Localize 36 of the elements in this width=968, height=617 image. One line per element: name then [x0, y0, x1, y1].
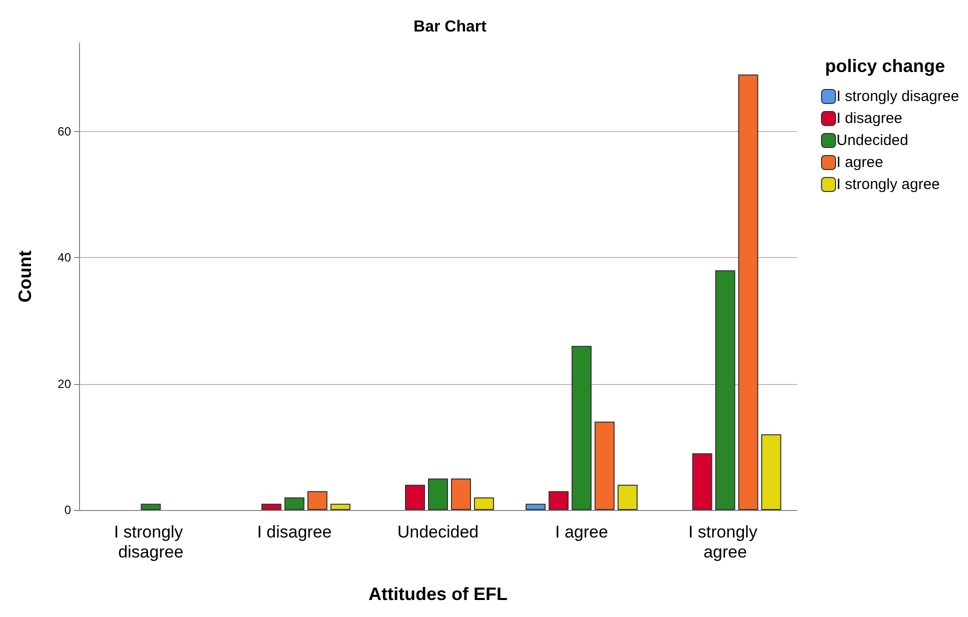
bar [428, 478, 448, 510]
y-tick-label: 60 [58, 124, 72, 138]
bar [405, 484, 425, 510]
legend-label: Undecided [836, 132, 908, 149]
legend-label: I strongly agree [836, 176, 940, 193]
x-tick-label: I agree [555, 522, 608, 542]
bar [738, 74, 758, 510]
bar [594, 422, 615, 510]
bar [526, 504, 546, 510]
legend-label: I disagree [836, 110, 902, 127]
bar [715, 270, 736, 510]
x-tick-label: I strongly disagree [114, 522, 188, 562]
bar [140, 504, 161, 510]
bar [284, 497, 304, 510]
x-tick-label: I disagree [257, 522, 332, 542]
chart-title: Bar Chart [414, 18, 488, 36]
y-tick-label: 20 [58, 376, 72, 391]
bar [307, 491, 328, 510]
x-tick-label: I strongly agree [688, 522, 762, 562]
legend-label: I strongly disagree [836, 88, 960, 105]
y-tick-label: 0 [64, 503, 72, 517]
bar [330, 504, 350, 510]
bar [261, 504, 282, 510]
bar [572, 346, 592, 510]
y-axis-title: Count [15, 250, 35, 302]
x-axis-title: Attitudes of EFL [368, 584, 508, 604]
bar [761, 434, 782, 510]
x-tick-label: Undecided [397, 522, 479, 542]
bar [618, 484, 638, 510]
y-tick-label: 40 [58, 250, 72, 265]
bar [451, 478, 471, 510]
bar [692, 453, 712, 510]
legend-title: policy change [825, 56, 946, 76]
legend-label: I agree [836, 154, 884, 171]
bar [548, 491, 569, 510]
bar [474, 497, 494, 510]
